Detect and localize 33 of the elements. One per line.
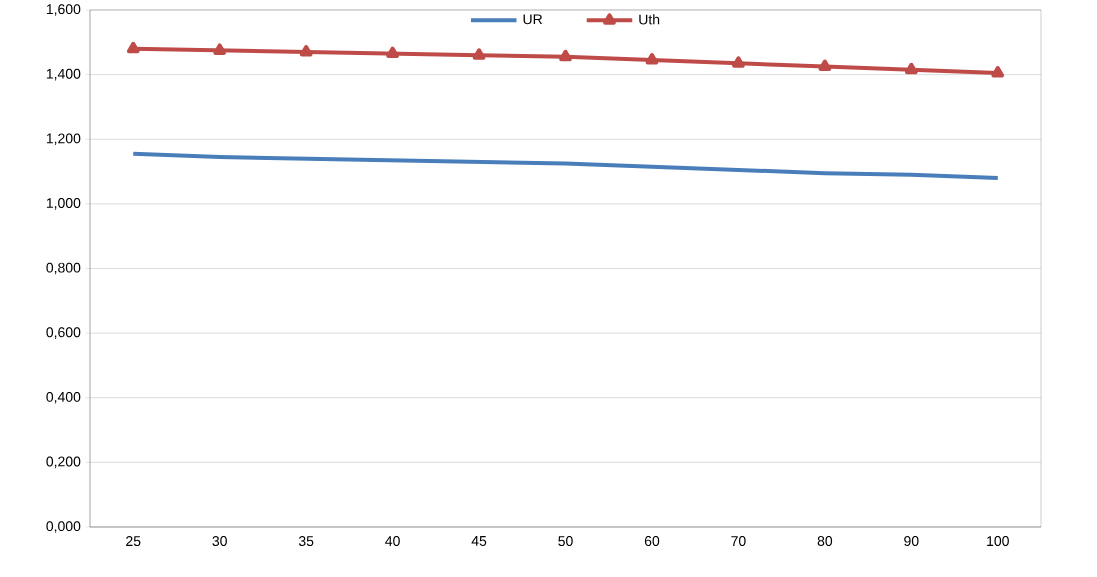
- point: [732, 56, 745, 68]
- y-tick-label: 0,600: [46, 327, 81, 339]
- point: [472, 48, 486, 60]
- y-tick-label: 0,400: [46, 391, 81, 404]
- x-tick-label: 100: [987, 536, 1009, 547]
- x-tick-label: 50: [558, 536, 573, 547]
- point: [126, 41, 140, 54]
- y-tick-label: 1,200: [46, 133, 81, 146]
- x-tick-label: 70: [731, 536, 746, 547]
- y-tick-label: 0,200: [46, 456, 81, 469]
- x-tick-label: 80: [817, 536, 833, 547]
- x-tick-label: 45: [471, 536, 487, 546]
- y-tick-label: 0,800: [46, 262, 81, 275]
- point: [645, 53, 659, 65]
- point: [904, 62, 918, 75]
- point: [386, 46, 399, 59]
- point: [213, 43, 227, 55]
- x-tick-label: 35: [298, 536, 314, 547]
- y-tick-label: 1,400: [46, 68, 81, 81]
- y-tick-label: 1,600: [46, 4, 81, 16]
- legend-label: Uth: [639, 14, 660, 25]
- point: [818, 59, 832, 72]
- y-tick-label: 0,000: [46, 521, 81, 533]
- legend-label: UR: [523, 14, 543, 25]
- y-tick-label: 1,000: [46, 198, 81, 210]
- x-tick-label: 25: [126, 536, 141, 547]
- x-tick-label: 60: [644, 536, 660, 547]
- point: [299, 44, 313, 57]
- point: [991, 66, 1005, 78]
- point: [559, 49, 572, 62]
- x-tick-label: 30: [212, 536, 227, 547]
- x-tick-label: 40: [385, 536, 400, 547]
- x-tick-label: 90: [904, 536, 919, 547]
